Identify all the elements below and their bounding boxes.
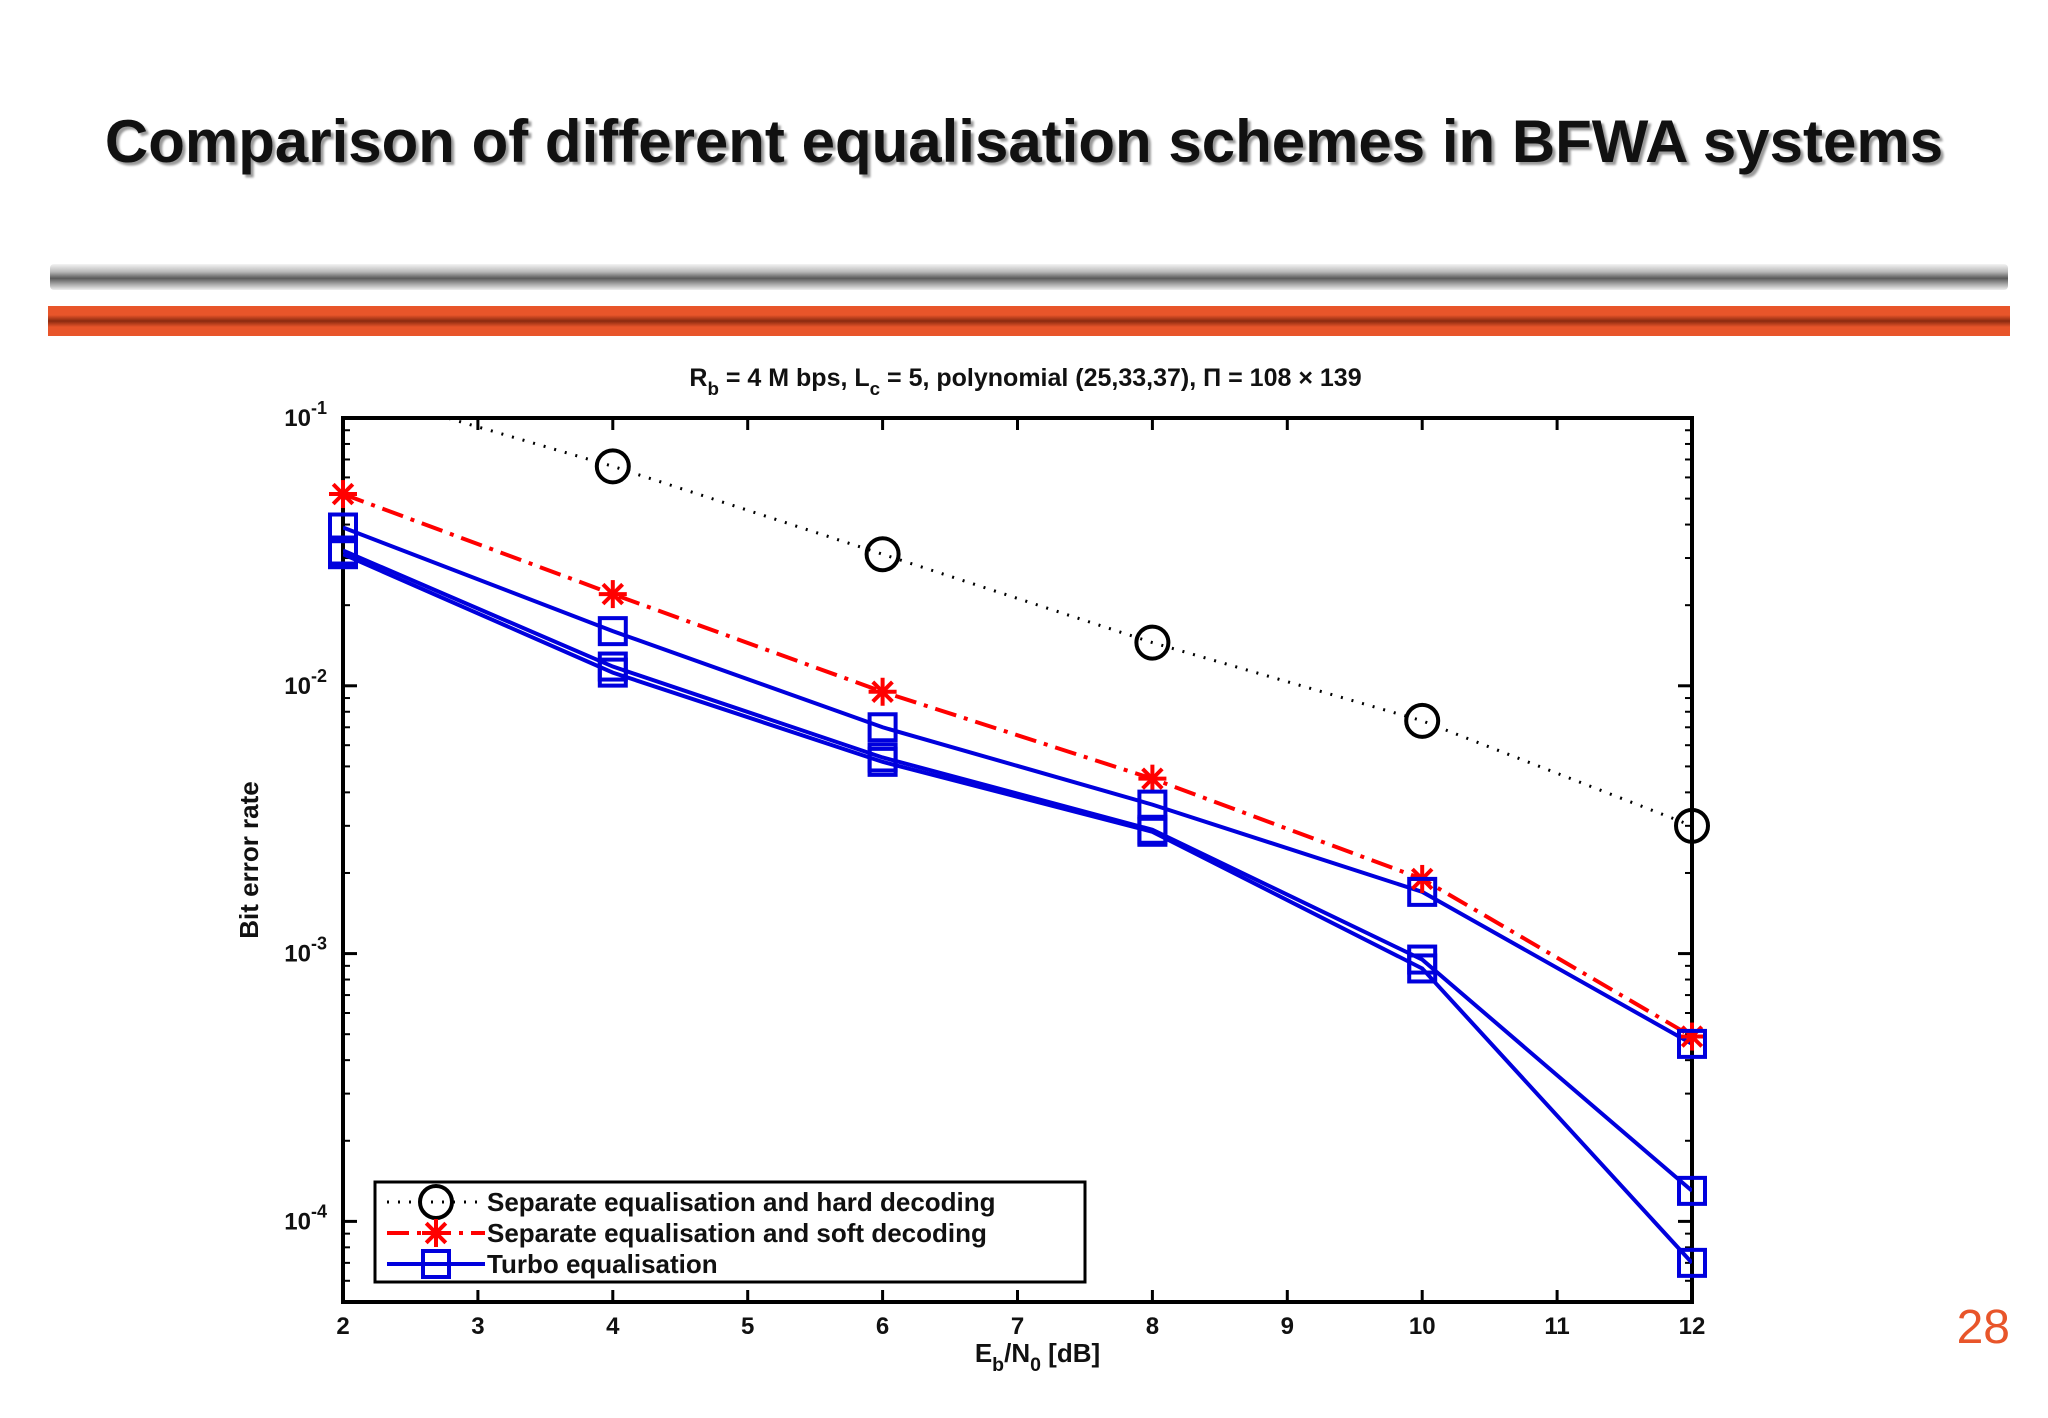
x-tick-label: 11 <box>1544 1313 1569 1340</box>
y-tick-label: 10-3 <box>284 934 327 968</box>
data-point-1 <box>868 677 897 706</box>
title-divider-orange <box>48 306 2010 336</box>
legend-marker-2 <box>421 1249 451 1279</box>
x-tick-label: 6 <box>876 1313 889 1340</box>
marker-group <box>328 448 1710 1278</box>
data-point-4 <box>597 657 628 688</box>
data-point-2 <box>867 712 898 743</box>
data-point-0 <box>1134 624 1171 661</box>
data-point-2 <box>1407 876 1438 907</box>
legend-label-0: Separate equalisation and hard decoding <box>487 1187 996 1217</box>
series-line-3 <box>343 548 1692 1193</box>
legend-label-2: Turbo equalisation <box>487 1249 718 1279</box>
data-point-4 <box>867 746 898 777</box>
series-line-2 <box>343 525 1692 1046</box>
y-tick-label: 10-1 <box>284 398 327 432</box>
x-tick-label: 5 <box>741 1313 754 1340</box>
legend-marker-1 <box>422 1219 450 1247</box>
data-point-0 <box>864 536 901 573</box>
slide-title: Comparison of different equalisation sch… <box>104 108 1944 175</box>
y-tick-label: 10-4 <box>284 1201 327 1235</box>
data-point-2 <box>597 616 628 647</box>
series-line-1 <box>343 492 1692 1039</box>
x-tick-label: 4 <box>606 1313 620 1340</box>
legend-box <box>373 1180 1087 1284</box>
legend-marker-0 <box>418 1184 454 1220</box>
data-point-4 <box>1407 953 1438 984</box>
x-tick-label: 2 <box>336 1313 349 1340</box>
x-axis-label: Eb/N0 [dB] <box>975 1338 1100 1376</box>
series-line-4 <box>343 552 1692 1265</box>
data-point-1 <box>1138 764 1167 793</box>
y-tick-label: 10-2 <box>284 666 327 700</box>
legend-label-1: Separate equalisation and soft decoding <box>487 1218 987 1248</box>
data-point-4 <box>328 539 358 570</box>
data-point-1 <box>598 580 627 609</box>
data-point-1 <box>1678 1022 1706 1051</box>
data-point-0 <box>1404 702 1441 739</box>
plot-frame <box>341 416 1694 1304</box>
data-point-4 <box>1137 816 1168 847</box>
legend: Separate equalisation and hard decodingS… <box>373 1180 1087 1284</box>
data-point-3 <box>1677 1175 1707 1206</box>
y-axis-label: Bit error rate <box>234 781 264 939</box>
series-line-0 <box>442 418 1692 828</box>
chart-title: Rb = 4 M bps, Lc = 5, polynomial (25,33,… <box>689 364 1361 399</box>
x-tick-label: 9 <box>1281 1313 1294 1340</box>
x-tick-label: 12 <box>1679 1313 1706 1340</box>
title-divider-gray <box>50 264 2008 290</box>
x-tick-label: 8 <box>1146 1313 1159 1340</box>
series-group <box>343 418 1692 1265</box>
data-point-0 <box>594 448 631 485</box>
x-tick-label: 7 <box>1011 1313 1024 1340</box>
data-point-4 <box>1677 1247 1707 1278</box>
page-number: 28 <box>1956 1301 2010 1354</box>
data-point-1 <box>329 480 357 509</box>
x-tick-label: 10 <box>1409 1313 1436 1340</box>
data-point-0 <box>1674 807 1710 844</box>
x-tick-label: 3 <box>471 1313 484 1340</box>
data-point-2 <box>1677 1028 1707 1059</box>
